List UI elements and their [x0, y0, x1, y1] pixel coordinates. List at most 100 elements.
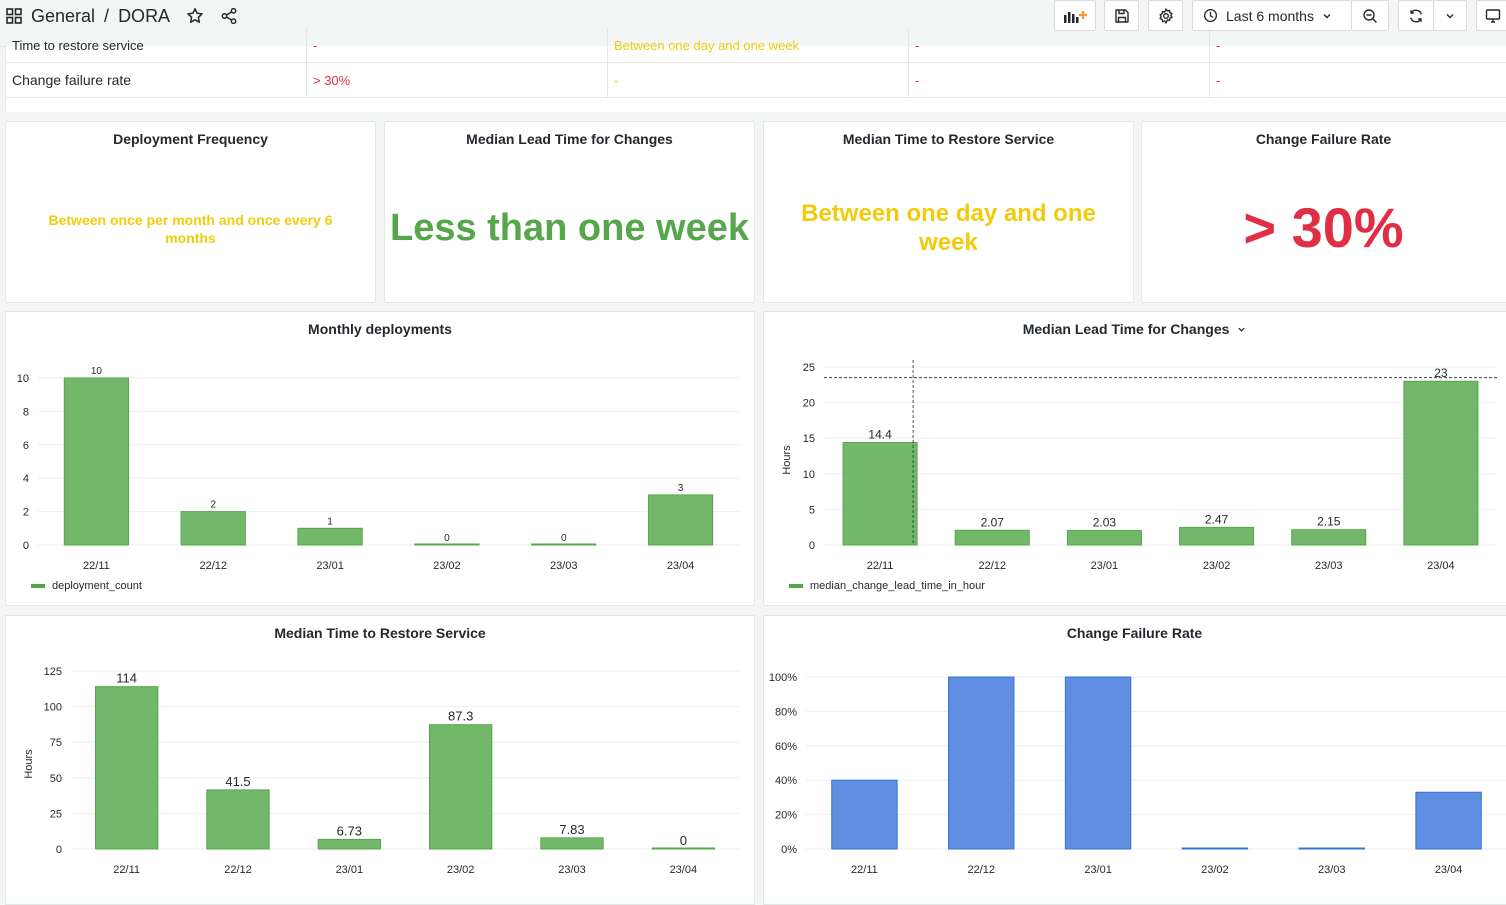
- x-tick-label: 23/03: [550, 560, 578, 572]
- bar: [531, 543, 597, 546]
- bar: [1415, 791, 1482, 850]
- x-tick-label: 23/04: [1435, 864, 1463, 876]
- y-tick-label: 100: [44, 702, 62, 714]
- x-tick-label: 23/04: [670, 864, 698, 876]
- x-tick-label: 22/12: [199, 560, 227, 572]
- y-tick-label: 60%: [775, 741, 797, 753]
- y-tick-label: 10: [17, 373, 29, 385]
- monitor-icon: [1485, 8, 1501, 24]
- table-cell: -: [909, 63, 1210, 97]
- monthly-deployments-panel[interactable]: Monthly deployments 0 2 4 6 8 10 10 22/11 2 22/12…: [5, 311, 755, 606]
- dashboard-title: DORA: [118, 5, 171, 26]
- bar-value-label: 23: [1434, 366, 1448, 380]
- save-dashboard-button[interactable]: [1104, 0, 1139, 31]
- chevron-down-icon[interactable]: [1237, 321, 1246, 337]
- bar: [94, 686, 159, 850]
- y-tick-label: 10: [803, 469, 815, 481]
- add-panel-icon: [1063, 8, 1087, 24]
- median-lead-time-chart: 0 5 10 15 20 25 14.4 22/11 2.07 22/12 2.03 23/01 2.4…: [781, 360, 1497, 592]
- bar: [1403, 380, 1479, 546]
- breadcrumb-separator: /: [104, 5, 110, 26]
- bar-value-label: 10: [91, 366, 103, 377]
- apps-grid-icon[interactable]: [6, 8, 22, 24]
- table-cell-metric: Change failure rate: [6, 63, 307, 97]
- time-range-picker[interactable]: Last 6 months: [1192, 0, 1352, 31]
- y-tick-label: 15: [803, 433, 815, 445]
- legend-swatch: [789, 584, 803, 588]
- bar-value-label: 2.47: [1205, 512, 1229, 526]
- table-cell: -: [307, 28, 608, 62]
- x-tick-label: 23/04: [1427, 560, 1455, 572]
- bar: [1179, 526, 1255, 546]
- x-tick-label: 22/11: [851, 864, 878, 876]
- x-tick-label: 22/12: [967, 864, 995, 876]
- stat-panel-restore[interactable]: Median Time to Restore Service Between o…: [763, 121, 1134, 303]
- x-tick-label: 22/12: [978, 560, 1006, 572]
- bar: [540, 837, 604, 850]
- breadcrumb: General / DORA: [6, 0, 238, 32]
- stat-panel-lead-time[interactable]: Median Lead Time for Changes Less than o…: [384, 121, 755, 303]
- stat-value: > 30%: [1243, 196, 1404, 259]
- star-icon[interactable]: [186, 7, 204, 25]
- bar: [1298, 847, 1365, 850]
- y-tick-label: 0%: [781, 844, 797, 856]
- y-tick-label: 0: [56, 844, 62, 856]
- panel-title: Median Lead Time for Changes: [764, 321, 1505, 337]
- refresh-button[interactable]: [1398, 0, 1434, 31]
- stat-panel-deployment-frequency[interactable]: Deployment Frequency Between once per mo…: [5, 121, 376, 303]
- y-tick-label: 80%: [775, 706, 797, 718]
- stat-panel-failure-rate[interactable]: Change Failure Rate > 30%: [1141, 121, 1506, 303]
- bar-value-label: 2.03: [1093, 516, 1117, 530]
- bar: [948, 676, 1015, 850]
- bar-value-label: 0: [561, 533, 567, 544]
- zoom-out-icon: [1362, 8, 1378, 24]
- x-tick-label: 23/01: [1084, 864, 1112, 876]
- bar-value-label: 2: [210, 500, 216, 511]
- bar-value-label: 1: [327, 516, 333, 527]
- panel-title: Median Time to Restore Service: [274, 625, 486, 641]
- bar-value-label: 2.07: [981, 515, 1005, 529]
- table-row: Time to restore service - Between one da…: [6, 28, 1506, 63]
- y-axis-label: Hours: [23, 749, 35, 779]
- x-tick-label: 22/11: [83, 560, 110, 572]
- y-tick-label: 4: [23, 473, 29, 485]
- clock-icon: [1203, 8, 1218, 23]
- panel-title-text: Median Lead Time for Changes: [1022, 321, 1230, 337]
- breadcrumb-folder-link[interactable]: General: [31, 5, 96, 26]
- share-icon[interactable]: [220, 7, 238, 25]
- x-tick-label: 23/04: [667, 560, 695, 572]
- bar: [954, 529, 1030, 546]
- view-mode-button[interactable]: [1476, 0, 1506, 31]
- dashboard-settings-button[interactable]: [1148, 0, 1183, 31]
- x-tick-label: 23/01: [336, 864, 364, 876]
- zoom-out-button[interactable]: [1351, 0, 1389, 31]
- bar: [63, 377, 130, 546]
- x-tick-label: 23/01: [1091, 560, 1119, 572]
- bar-value-label: 3: [678, 483, 684, 494]
- y-tick-label: 75: [50, 737, 62, 749]
- change-failure-rate-panel[interactable]: Change Failure Rate 0% 20% 40% 60% 80% 100% 22…: [763, 615, 1506, 905]
- x-tick-label: 23/02: [433, 560, 461, 572]
- add-panel-button[interactable]: [1054, 0, 1096, 31]
- stat-value: Less than one week: [389, 207, 749, 249]
- chevron-down-icon: [1445, 11, 1455, 21]
- y-tick-label: 20: [803, 398, 815, 410]
- bar-value-label: 87.3: [448, 709, 473, 724]
- bar: [1066, 530, 1142, 546]
- x-tick-label: 23/02: [1201, 864, 1229, 876]
- bar: [647, 494, 714, 546]
- table-cell-metric: Time to restore service: [6, 28, 307, 62]
- x-tick-label: 23/03: [558, 864, 586, 876]
- panel-title: Median Lead Time for Changes: [466, 131, 673, 147]
- y-tick-label: 20%: [775, 810, 797, 822]
- bar: [317, 838, 382, 850]
- bar: [428, 724, 493, 850]
- y-tick-label: 8: [23, 406, 29, 418]
- median-lead-time-panel[interactable]: Median Lead Time for Changes 0 5 10 15 20 25 1…: [763, 311, 1506, 606]
- refresh-interval-button[interactable]: [1433, 0, 1467, 31]
- y-tick-label: 0: [23, 540, 29, 552]
- x-tick-label: 23/02: [447, 864, 475, 876]
- median-restore-panel[interactable]: Median Time to Restore Service 0 25 50 75 10…: [5, 615, 755, 905]
- panel-title: Deployment Frequency: [113, 131, 268, 147]
- panel-title: Change Failure Rate: [1066, 625, 1203, 641]
